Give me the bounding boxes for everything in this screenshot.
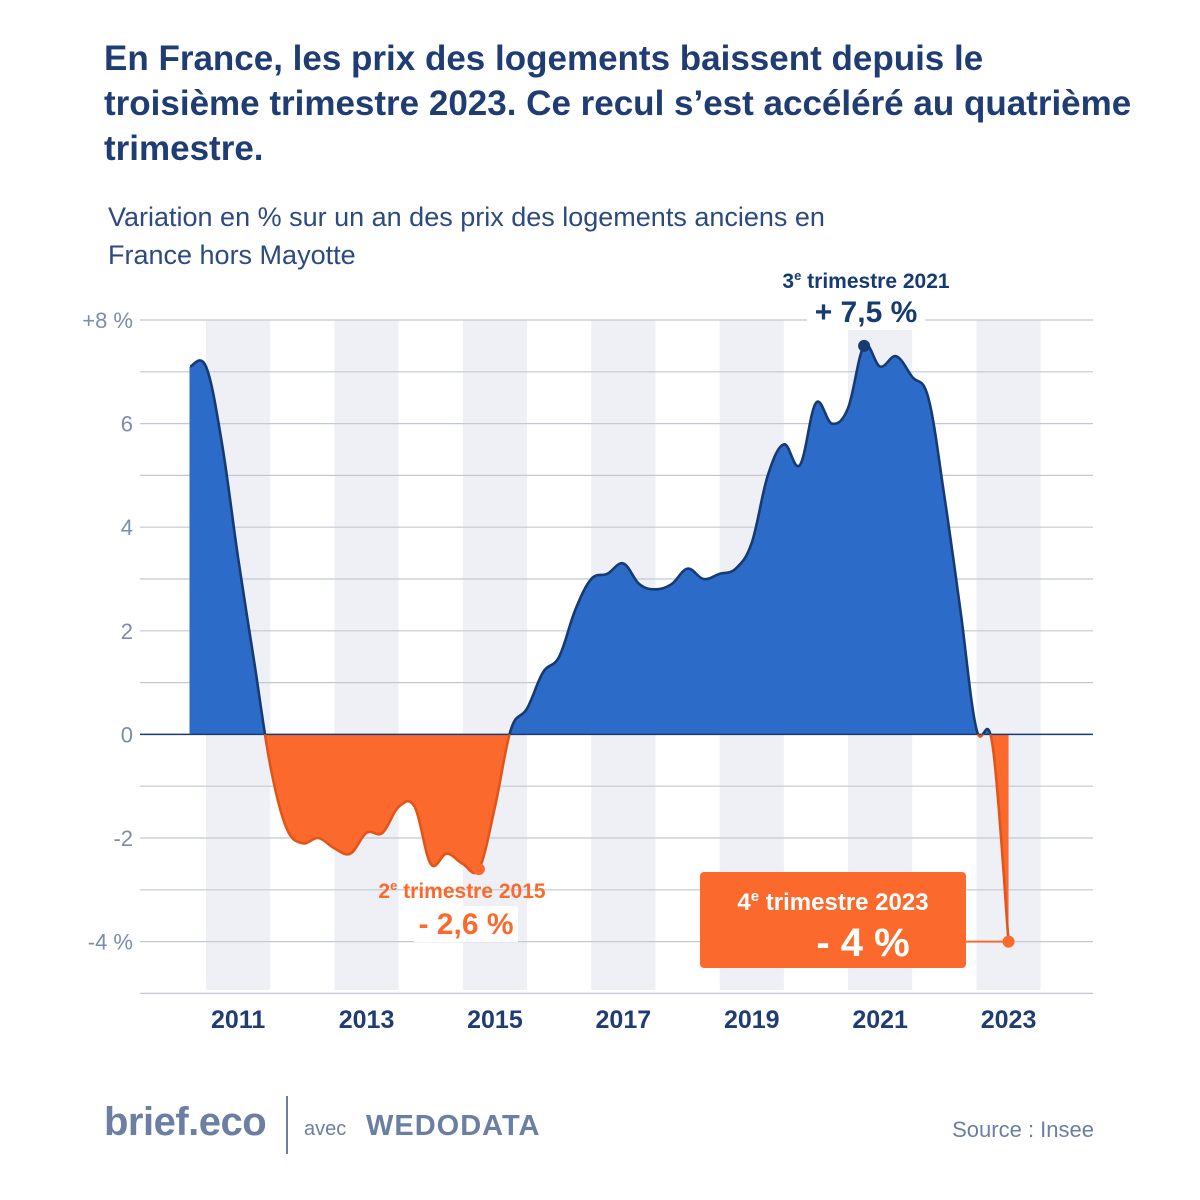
x-tick-label: 2015 (467, 1006, 523, 1034)
annotations: 3e trimestre 2021 + 7,5 % 2e trimestre 201… (378, 268, 1015, 968)
x-tick-label: 2021 (852, 1006, 908, 1034)
chart-title: En France, les prix des logements baisse… (104, 39, 1132, 168)
x-tick-label: 2011 (211, 1006, 265, 1034)
chart-subtitle: Variation en % sur un an des prix des lo… (108, 202, 825, 270)
y-tick-label: 4 (121, 515, 133, 540)
annotation-period: 3e trimestre 2021 (782, 268, 950, 293)
partner-logo: WEDODATA (366, 1110, 541, 1142)
year-band (462, 320, 528, 990)
annotation-dot (472, 863, 485, 876)
x-tick-label: 2019 (724, 1006, 780, 1034)
source-note: Source : Insee (952, 1117, 1094, 1142)
y-axis: +8 % 6 4 2 0 -2 -4 % (82, 308, 133, 955)
callout-box (700, 872, 966, 968)
annotation-value: - 2,6 % (418, 908, 513, 941)
year-band (334, 320, 399, 990)
x-tick-label: 2013 (339, 1006, 395, 1034)
series-line (263, 734, 1010, 942)
price-series (140, 343, 1093, 942)
x-axis: 2011 2013 2015 2017 2019 2021 2023 (211, 1006, 1036, 1034)
annotation-period: 4e trimestre 2023 (737, 888, 928, 916)
y-tick-label: +8 % (82, 308, 133, 333)
annotation-bg (807, 294, 925, 330)
y-tick-label: -4 % (88, 930, 133, 955)
positive-area (190, 344, 1009, 735)
y-tick-label: 2 (121, 619, 133, 644)
x-tick-label: 2023 (981, 1006, 1037, 1034)
annotation-bg (414, 906, 518, 942)
year-band (976, 320, 1041, 990)
annotation-value: - 4 % (816, 921, 909, 965)
footer-avec: avec (304, 1118, 347, 1140)
annotation-period: 2e trimestre 2015 (378, 878, 546, 903)
y-tick-label: -2 (113, 826, 133, 851)
brand-logo: brief.eco (104, 1100, 267, 1144)
annotation-dot (858, 339, 871, 352)
annotation-dot (1002, 935, 1015, 948)
footer-divider (286, 1096, 288, 1154)
annotation-value: + 7,5 % (815, 296, 918, 329)
negative-area (264, 734, 1009, 942)
x-tick-label: 2017 (596, 1006, 652, 1034)
y-tick-label: 6 (121, 412, 133, 437)
series-line (189, 343, 992, 735)
y-tick-label: 0 (121, 722, 133, 747)
